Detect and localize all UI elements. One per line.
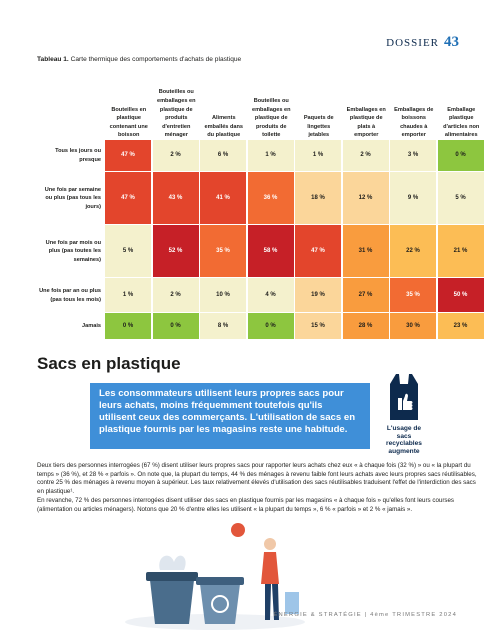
heatmap-table: Bouteilles en plastique contenant une bo… bbox=[37, 80, 485, 340]
row-header: Une fois par an ou plus (pas tous les mo… bbox=[39, 287, 101, 303]
heatmap-cell: 5 % bbox=[437, 172, 484, 224]
heatmap-cell: 43 % bbox=[152, 172, 199, 224]
heatmap-cell: 1 % bbox=[105, 278, 151, 312]
bag-icon bbox=[390, 374, 418, 420]
illustration bbox=[125, 523, 305, 630]
caption-text: Carte thermique des comportements d'acha… bbox=[70, 56, 242, 63]
heatmap-cell: 2 % bbox=[342, 140, 389, 171]
section-name: DOSSIER bbox=[386, 37, 439, 49]
heatmap-cell: 19 % bbox=[295, 278, 341, 312]
heatmap-cell: 35 % bbox=[390, 278, 436, 312]
heatmap-cell: 36 % bbox=[247, 172, 294, 224]
heatmap-cell: 0 % bbox=[105, 313, 151, 339]
callout: Les consommateurs utilisent leurs propre… bbox=[90, 383, 370, 449]
column-header: Paquets de lingettes jetables bbox=[303, 115, 334, 139]
footer: ÉNERGIE & STRATÉGIE | 4ème TRIMESTRE 202… bbox=[273, 612, 457, 618]
caption-label: Tableau 1. bbox=[37, 56, 69, 63]
heatmap-cell: 3 % bbox=[390, 140, 436, 171]
table-caption: Tableau 1. Carte thermique des comportem… bbox=[37, 56, 241, 63]
row-header: Une fois par semaine ou plus (pas tous l… bbox=[44, 186, 101, 210]
heatmap-cell: 10 % bbox=[200, 278, 246, 312]
column-header: Bouteilles ou emballages en plastique de… bbox=[251, 98, 291, 139]
page-number: 43 bbox=[444, 34, 459, 50]
heatmap-cell: 1 % bbox=[247, 140, 294, 171]
row-header: Une fois par mois ou plus (pas toutes le… bbox=[45, 239, 101, 263]
heatmap-cell: 0 % bbox=[437, 140, 484, 171]
heatmap-cell: 6 % bbox=[200, 140, 246, 171]
heatmap-cell: 18 % bbox=[295, 172, 341, 224]
heatmap-cell: 47 % bbox=[105, 172, 151, 224]
heatmap-cell: 28 % bbox=[342, 313, 389, 339]
column-header: Aliments emballés dans du plastique bbox=[204, 115, 244, 139]
icon-caption: L'usage de sacs recyclables augmente bbox=[386, 425, 422, 455]
heatmap-cell: 23 % bbox=[437, 313, 484, 339]
heatmap-cell: 2 % bbox=[152, 278, 199, 312]
heatmap-cell: 31 % bbox=[342, 225, 389, 277]
heatmap-cell: 15 % bbox=[295, 313, 341, 339]
section-title: Sacs en plastique bbox=[37, 354, 181, 373]
heatmap-cell: 4 % bbox=[247, 278, 294, 312]
heatmap-cell: 41 % bbox=[200, 172, 246, 224]
heatmap-cell: 52 % bbox=[152, 225, 199, 277]
paragraph: Deux tiers des personnes interrogées (67… bbox=[37, 462, 477, 495]
heatmap-cell: 8 % bbox=[200, 313, 246, 339]
heatmap-cell: 30 % bbox=[390, 313, 436, 339]
heatmap-cell: 1 % bbox=[295, 140, 341, 171]
heatmap-cell: 0 % bbox=[247, 313, 294, 339]
heatmap-cell: 21 % bbox=[437, 225, 484, 277]
column-header: Emballage plastique d'articles non alime… bbox=[443, 106, 480, 139]
heatmap-cell: 12 % bbox=[342, 172, 389, 224]
heatmap-cell: 2 % bbox=[152, 140, 199, 171]
heatmap-cell: 5 % bbox=[105, 225, 151, 277]
heatmap-cell: 50 % bbox=[437, 278, 484, 312]
row-header: Tous les jours ou presque bbox=[55, 148, 101, 163]
heatmap-cell: 9 % bbox=[390, 172, 436, 224]
heatmap-cell: 35 % bbox=[200, 225, 246, 277]
column-header: Bouteilles en plastique contenant une bo… bbox=[109, 106, 148, 139]
column-header: Emballages de boissons chaudes à emporte… bbox=[394, 106, 434, 139]
heatmap-cell: 58 % bbox=[247, 225, 294, 277]
heatmap-cell: 22 % bbox=[390, 225, 436, 277]
row-header: Jamais bbox=[82, 323, 101, 330]
heatmap-cell: 47 % bbox=[105, 140, 151, 171]
heatmap-cell: 27 % bbox=[342, 278, 389, 312]
column-header: Emballages en plastique de plats à empor… bbox=[346, 106, 386, 139]
paragraph: En revanche, 72 % des personnes interrog… bbox=[37, 497, 455, 513]
column-header: Bouteilles ou emballages en plastique de… bbox=[156, 89, 196, 139]
heatmap-cell: 0 % bbox=[152, 313, 199, 339]
heatmap-cell: 47 % bbox=[295, 225, 341, 277]
running-header: DOSSIER 43 bbox=[386, 34, 459, 51]
